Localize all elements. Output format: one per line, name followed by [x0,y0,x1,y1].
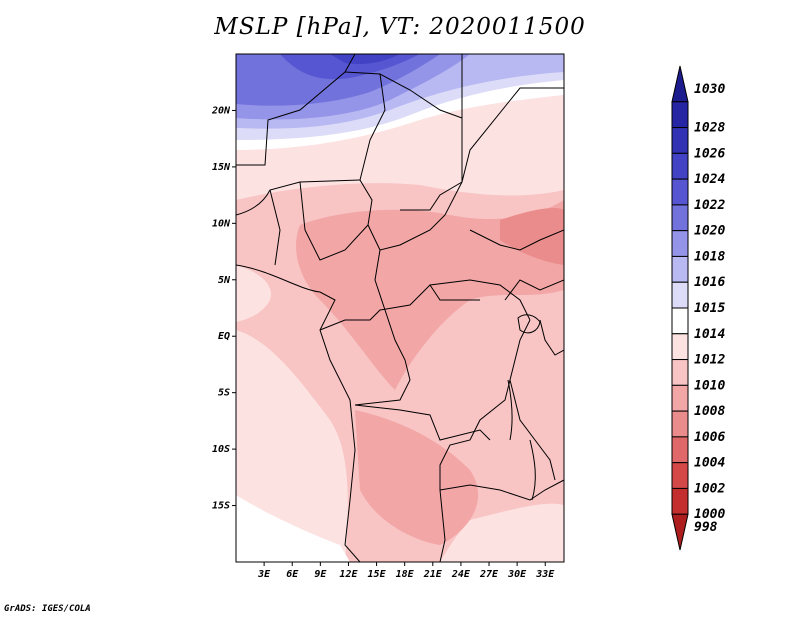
colorbar-swatch [671,127,689,154]
field-1012-se [440,503,564,562]
colorbar-swatch [671,255,689,283]
colorbar-swatch [671,281,689,309]
colorbar-label: 1002 [694,481,725,496]
lat-tick-label: 15N [212,162,231,173]
lon-tick-label: 21E [423,569,443,580]
colorbar-swatch [671,436,689,464]
lakes [507,314,541,501]
lon-tick-label: 33E [535,569,555,580]
lon-tick-label: 30E [507,569,527,580]
lon-tick-label: 3E [257,569,271,580]
colorbar-label: 1000 [694,507,725,522]
field-1024 [330,54,400,64]
pressure-field [236,54,564,562]
colorbar-label: 1024 [694,172,725,187]
field-1012-north [236,95,564,200]
colorbar-swatch [671,152,689,180]
lat-tick-label: 5N [218,275,231,286]
lat-tick-label: 20N [211,105,231,116]
colorbar-swatch [671,333,689,361]
map-title: MSLP [hPa], VT: 2020011500 [214,14,586,40]
field-1012-west [236,265,271,322]
colorbar-label: 1004 [694,456,725,471]
grads-credit: GrADS: IGES/COLA [4,604,91,614]
colorbar-swatch [671,307,689,335]
colorbar-swatch [671,359,689,386]
colorbar-label: 1006 [694,430,725,445]
colorbar: 1030 1028 1026 1024 1022 1020 1018 1016 1015 1014… [671,65,725,551]
colorbar-swatch [671,487,689,515]
colorbar-label: 1012 [694,353,725,368]
colorbar-label: 1018 [694,249,725,264]
colorbar-label: 1020 [694,224,725,239]
colorbar-label: 1028 [694,121,725,136]
colorbar-label: 1008 [694,404,725,419]
lon-tick-label: 15E [368,569,387,580]
lat-tick-label: 10N [212,218,231,229]
colorbar-label: 1022 [694,198,725,213]
lat-tick-label: 15S [212,501,230,512]
field-1014-south [236,495,350,562]
field-1006-east [500,208,564,265]
lat-tick-label: 5S [218,388,230,399]
colorbar-swatch [671,65,689,103]
field-1022 [280,54,420,80]
lon-tick-label: 18E [396,569,415,580]
lat-tick-label: EQ [218,331,230,342]
map-frame [235,53,565,563]
colorbar-swatch [671,410,689,438]
country-borders [236,54,564,562]
latitude-ticks: 20N 15N 10N 5N EQ 5S 10S 15S [211,105,236,512]
lon-tick-label: 27E [479,569,499,580]
colorbar-swatch [671,204,689,232]
colorbar-swatch [671,384,689,412]
colorbar-swatch [671,513,689,551]
colorbar-label: 1016 [694,275,725,290]
field-1012-south [236,330,348,562]
colorbar-swatch [671,230,689,257]
colorbar-swatch [671,462,689,489]
longitude-ticks: 3E 6E 9E 12E 15E 18E 21E 24E 27E 30E 33E [257,562,555,580]
colorbar-label: 1014 [694,327,725,342]
colorbar-label: 1026 [694,146,725,161]
lon-tick-label: 9E [314,569,327,580]
lon-tick-label: 6E [286,569,299,580]
colorbar-label: 1030 [694,82,725,97]
field-1008-central [296,200,564,390]
field-1008-south [355,410,479,545]
lat-tick-label: 10S [212,444,230,455]
colorbar-label: 998 [694,520,718,535]
colorbar-label: 1015 [694,301,725,316]
lon-tick-label: 24E [451,569,471,580]
colorbar-swatch [671,101,689,129]
lon-tick-label: 12E [339,569,358,580]
colorbar-swatch [671,178,689,206]
colorbar-label: 1010 [694,378,725,393]
